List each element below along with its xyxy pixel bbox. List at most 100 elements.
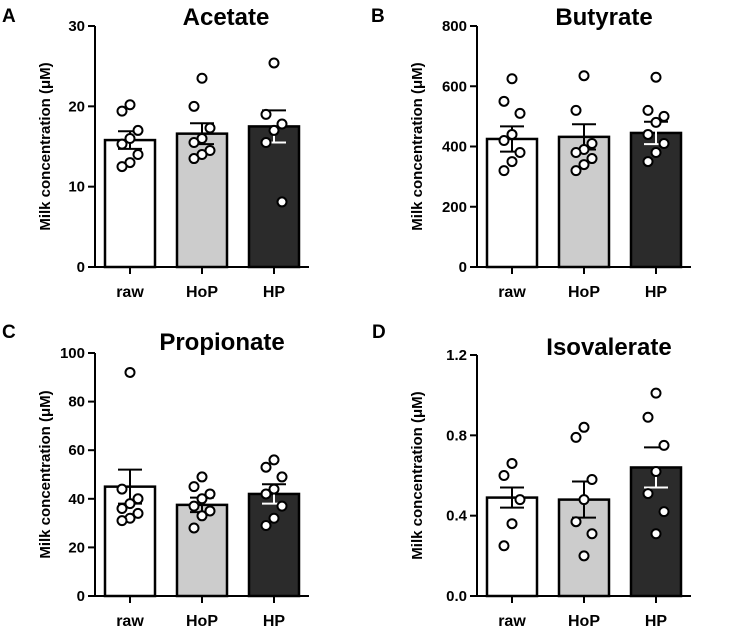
y-tick-label: 40 (68, 491, 85, 508)
data-point-hop (188, 136, 200, 148)
data-point-hop (188, 522, 200, 534)
panel-b: B Butyrate Milk concentration (μM) raw HoP HP… (371, 4, 691, 301)
data-point-hp (658, 506, 670, 518)
x-tick-label: HoP (568, 613, 600, 627)
y-tick-label: 20 (68, 98, 85, 115)
data-point-hop (578, 421, 590, 433)
data-point-raw (116, 483, 128, 495)
bar-hop (175, 503, 229, 598)
data-point-hp (276, 471, 288, 483)
panel-letter: B (371, 6, 385, 27)
data-point-raw (498, 165, 510, 177)
y-tick-label: 600 (442, 78, 467, 95)
y-axis-label: Milk concentration (μM) (37, 390, 54, 558)
data-point-hop (196, 471, 208, 483)
data-point-hop (188, 500, 200, 512)
data-point-raw (506, 128, 518, 140)
x-tick-label: raw (498, 613, 526, 627)
data-point-raw (116, 515, 128, 527)
data-point-hop (196, 72, 208, 84)
data-point-hop (204, 488, 216, 500)
data-point-raw (132, 507, 144, 519)
data-point-hp (260, 108, 272, 120)
y-tick-label: 200 (442, 199, 467, 216)
data-point-hp (650, 71, 662, 83)
data-point-hp (260, 136, 272, 148)
data-point-hp (642, 488, 654, 500)
data-point-hop (578, 159, 590, 171)
x-tick-label: HoP (186, 284, 218, 301)
y-tick-label: 0 (77, 259, 85, 276)
data-point-raw (116, 161, 128, 173)
panel-d: D Isovalerate Milk concentration (μM) raw Ho… (372, 322, 691, 627)
data-point-hop (204, 122, 216, 134)
data-point-hop (188, 153, 200, 165)
y-tick-label: 0.0 (446, 588, 467, 605)
y-tick-label: 80 (68, 394, 85, 411)
data-point-raw (124, 99, 136, 111)
data-point-raw (514, 107, 526, 119)
y-axis-label: Milk concentration (μM) (37, 62, 54, 230)
y-tick-label: 0 (77, 588, 85, 605)
x-tick-label: raw (116, 284, 144, 301)
data-point-hp (276, 118, 288, 130)
x-tick-label: HoP (568, 284, 600, 301)
data-point-hp (260, 461, 272, 473)
x-tick-label: HP (645, 613, 668, 627)
data-point-hop (188, 100, 200, 112)
data-point-hop (570, 516, 582, 528)
data-point-hp (276, 196, 288, 208)
data-point-raw (506, 156, 518, 168)
data-point-hop (586, 474, 598, 486)
data-point-hp (268, 124, 280, 136)
data-point-hp (650, 147, 662, 159)
data-point-raw (498, 470, 510, 481)
data-point-raw (498, 540, 510, 552)
x-tick-label: HP (263, 284, 286, 301)
panel-a: A Acetate Milk concentration (μM) raw HoP HP 0… (2, 4, 309, 301)
data-point-hp (642, 411, 654, 423)
data-point-hp (658, 439, 670, 451)
panel-letter: C (2, 322, 16, 343)
data-point-hp (276, 500, 288, 512)
data-point-raw (116, 105, 128, 117)
data-point-raw (124, 498, 136, 510)
data-point-raw (132, 124, 144, 136)
data-point-hop (570, 165, 582, 177)
y-tick-label: 10 (68, 179, 85, 196)
data-point-hop (578, 550, 590, 562)
bar-hp (247, 125, 301, 269)
data-point-hp (268, 57, 280, 69)
data-point-raw (124, 366, 136, 378)
data-point-hop (586, 528, 598, 540)
data-point-hp (268, 454, 280, 466)
chart-title: Propionate (159, 329, 284, 356)
data-point-raw (514, 494, 526, 506)
x-tick-label: raw (498, 284, 526, 301)
data-point-raw (506, 73, 518, 85)
data-point-hp (260, 520, 272, 532)
y-axis-label: Milk concentration (μM) (409, 391, 426, 559)
data-point-raw (498, 95, 510, 107)
data-point-raw (132, 149, 144, 161)
y-tick-label: 800 (442, 18, 467, 35)
data-point-raw (514, 147, 526, 159)
data-point-raw (506, 457, 518, 469)
data-point-raw (506, 518, 518, 530)
data-point-hp (650, 465, 662, 477)
panel-letter: D (372, 322, 386, 343)
data-point-raw (116, 503, 128, 515)
panel-letter: A (2, 6, 16, 27)
data-point-hop (586, 153, 598, 165)
data-point-hp (260, 488, 272, 500)
x-tick-label: HP (645, 284, 668, 301)
data-point-hp (642, 104, 654, 116)
y-tick-label: 0.4 (446, 508, 468, 525)
x-tick-label: HP (263, 613, 286, 627)
chart-title: Isovalerate (546, 334, 671, 361)
data-point-hp (642, 156, 654, 168)
bar-hop (557, 135, 611, 269)
bar-raw (485, 496, 539, 598)
bar-hop (557, 498, 611, 598)
y-tick-label: 60 (68, 442, 85, 459)
